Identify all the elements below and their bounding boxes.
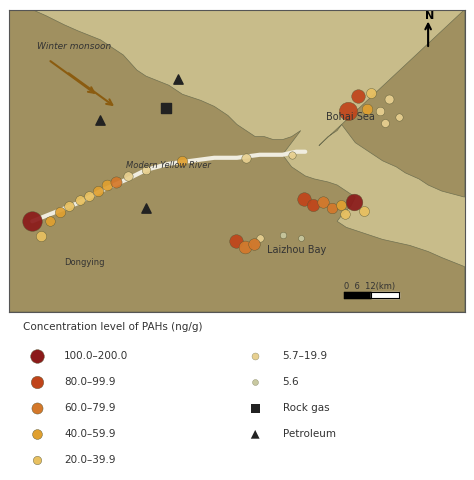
Text: Modern Yellow River: Modern Yellow River — [126, 161, 210, 170]
Point — [328, 204, 336, 212]
Point — [113, 178, 120, 186]
Text: 100.0–200.0: 100.0–200.0 — [64, 351, 128, 361]
Text: 5.7–19.9: 5.7–19.9 — [283, 351, 328, 361]
Point — [251, 378, 259, 386]
Text: Petroleum: Petroleum — [283, 429, 336, 439]
Point — [251, 431, 259, 438]
Point — [288, 151, 295, 158]
Point — [174, 75, 182, 83]
Point — [103, 181, 111, 189]
Point — [250, 240, 258, 248]
Text: 0  6  12(km): 0 6 12(km) — [344, 282, 395, 291]
Point — [56, 208, 64, 216]
Text: Laizhou Bay: Laizhou Bay — [266, 245, 326, 255]
Point — [376, 107, 384, 115]
Point — [33, 456, 41, 464]
Point — [142, 204, 150, 212]
Point — [124, 172, 132, 180]
Point — [46, 217, 54, 225]
Point — [395, 113, 402, 121]
Text: 5.6: 5.6 — [283, 377, 299, 387]
Point — [367, 89, 375, 96]
Point — [360, 207, 367, 215]
Point — [76, 196, 84, 204]
Point — [85, 192, 93, 199]
Point — [142, 166, 150, 174]
Point — [33, 352, 41, 360]
Point — [354, 92, 361, 100]
Point — [345, 107, 352, 115]
Point — [33, 378, 41, 386]
Point — [33, 404, 41, 412]
Point — [37, 233, 45, 240]
Polygon shape — [319, 10, 465, 197]
Point — [301, 195, 308, 203]
Text: 60.0–79.9: 60.0–79.9 — [64, 403, 116, 413]
Point — [337, 201, 345, 208]
Point — [33, 431, 41, 438]
Point — [251, 352, 259, 360]
Point — [94, 187, 102, 195]
Point — [386, 95, 393, 103]
Point — [241, 243, 249, 251]
Point — [279, 231, 286, 239]
Point — [351, 198, 358, 205]
Point — [319, 198, 326, 205]
Text: 80.0–99.9: 80.0–99.9 — [64, 377, 116, 387]
Point — [242, 154, 250, 162]
Point — [297, 234, 304, 242]
Point — [363, 106, 371, 113]
Point — [163, 104, 170, 112]
Point — [251, 404, 259, 412]
Polygon shape — [9, 10, 465, 312]
Point — [256, 234, 264, 242]
Point — [179, 157, 186, 165]
Point — [28, 217, 36, 225]
Text: Bohai Sea: Bohai Sea — [326, 112, 374, 122]
Text: Concentration level of PAHs (ng/g): Concentration level of PAHs (ng/g) — [23, 322, 202, 332]
Point — [341, 210, 349, 217]
Text: 20.0–39.9: 20.0–39.9 — [64, 456, 116, 466]
Text: 40.0–59.9: 40.0–59.9 — [64, 429, 116, 439]
Text: Winter monsoon: Winter monsoon — [37, 42, 111, 51]
Point — [310, 201, 317, 208]
Point — [97, 116, 104, 124]
Text: Rock gas: Rock gas — [283, 403, 329, 413]
Text: N: N — [425, 11, 434, 21]
Point — [65, 203, 73, 210]
Point — [232, 237, 240, 245]
Text: Dongying: Dongying — [64, 258, 105, 267]
Point — [381, 119, 389, 127]
